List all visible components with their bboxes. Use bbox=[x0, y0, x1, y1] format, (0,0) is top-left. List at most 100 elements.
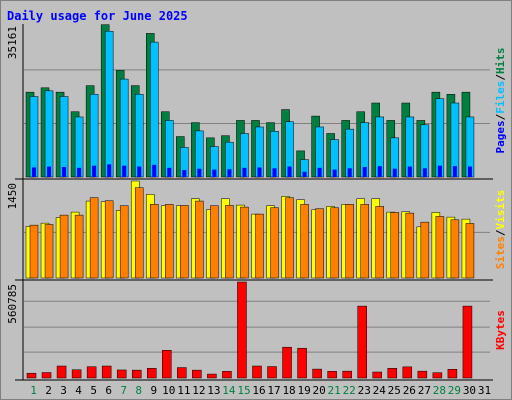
panel-visits-sites: 1450 Sites/Visits bbox=[6, 180, 507, 279]
bar-kbytes bbox=[417, 370, 428, 379]
x-tick-label: 12 bbox=[192, 384, 205, 397]
bar-pages bbox=[347, 168, 352, 177]
bar-pages bbox=[152, 164, 157, 177]
x-tick-label: 28 bbox=[433, 384, 446, 397]
y-max-label: 1450 bbox=[6, 183, 19, 210]
x-tick-label: 17 bbox=[267, 384, 280, 397]
bar-files bbox=[104, 30, 114, 178]
bar-kbytes bbox=[372, 371, 382, 379]
bar-sites bbox=[225, 205, 234, 279]
bar-files bbox=[150, 41, 159, 178]
bar-kbytes bbox=[312, 368, 322, 379]
panel-kbytes: 560785 KBytes bbox=[6, 281, 507, 379]
bar-pages bbox=[467, 166, 472, 177]
bar-sites bbox=[44, 224, 54, 279]
bar-kbytes bbox=[267, 366, 277, 379]
bar-pages bbox=[62, 166, 67, 177]
bar-sites bbox=[345, 204, 354, 279]
legend-slash: / bbox=[494, 229, 507, 236]
bar-kbytes bbox=[26, 372, 37, 379]
bar-pages bbox=[287, 166, 292, 177]
bar-pages bbox=[377, 166, 382, 177]
x-tick-label: 4 bbox=[75, 384, 82, 397]
x-tick-label: 30 bbox=[463, 384, 476, 397]
legend-kbytes: KBytes bbox=[494, 310, 507, 350]
bar-kbytes bbox=[297, 347, 307, 379]
bar-sites bbox=[300, 204, 309, 279]
x-tick-label: 19 bbox=[297, 384, 310, 397]
legend-files: Files bbox=[494, 81, 507, 114]
bar-files bbox=[450, 102, 460, 178]
bar-pages bbox=[212, 169, 217, 177]
bar-files bbox=[119, 78, 129, 178]
bar-kbytes bbox=[252, 365, 262, 379]
bar-files bbox=[435, 98, 445, 178]
bar-pages bbox=[122, 165, 127, 177]
legend-pages: Pages bbox=[494, 120, 507, 153]
bar-sites bbox=[180, 205, 189, 279]
bar-kbytes bbox=[342, 370, 352, 379]
bar-kbytes bbox=[56, 365, 67, 379]
x-tick-label: 22 bbox=[343, 384, 356, 397]
legend-slash: / bbox=[494, 74, 507, 81]
bar-pages bbox=[197, 168, 202, 177]
legend-slash: / bbox=[494, 113, 507, 120]
bar-sites bbox=[165, 204, 174, 279]
bar-sites bbox=[420, 221, 430, 279]
bar-kbytes bbox=[402, 366, 413, 379]
x-tick-label: 9 bbox=[150, 384, 157, 397]
y-max-label: 560785 bbox=[6, 284, 19, 324]
x-tick-label: 3 bbox=[60, 384, 67, 397]
bar-kbytes bbox=[357, 305, 367, 379]
bar-kbytes bbox=[192, 369, 202, 379]
bar-sites bbox=[240, 206, 249, 279]
x-tick-label: 6 bbox=[105, 384, 112, 397]
bar-sites bbox=[315, 208, 324, 279]
y-max-label: 35161 bbox=[6, 26, 19, 59]
bar-kbytes bbox=[41, 372, 52, 379]
bar-kbytes bbox=[147, 367, 157, 379]
bar-sites bbox=[104, 200, 114, 279]
bar-kbytes bbox=[462, 305, 473, 379]
bar-files bbox=[29, 96, 39, 178]
bar-files bbox=[134, 94, 144, 178]
bar-pages bbox=[362, 166, 367, 177]
bar-sites bbox=[119, 205, 129, 279]
bar-sites bbox=[375, 206, 384, 279]
bar-sites bbox=[285, 197, 294, 279]
side-legend-visits-sites: Sites/Visits bbox=[494, 190, 507, 270]
bar-pages bbox=[242, 167, 247, 177]
bar-kbytes bbox=[447, 369, 458, 379]
x-tick-label: 23 bbox=[358, 384, 371, 397]
chart-title: Daily usage for June 2025 bbox=[7, 9, 188, 23]
bar-kbytes bbox=[282, 346, 292, 379]
bar-kbytes bbox=[237, 281, 247, 379]
bar-pages bbox=[272, 168, 277, 177]
bar-sites bbox=[405, 212, 415, 279]
bar-pages bbox=[437, 165, 442, 177]
bar-kbytes bbox=[131, 369, 142, 379]
bar-pages bbox=[32, 167, 36, 177]
x-tick-label: 16 bbox=[252, 384, 265, 397]
x-tick-label: 11 bbox=[177, 384, 190, 397]
bar-pages bbox=[182, 170, 187, 177]
bar-pages bbox=[77, 167, 82, 177]
bar-files bbox=[59, 96, 69, 178]
bar-files bbox=[89, 94, 99, 178]
bar-kbytes bbox=[207, 373, 217, 379]
bar-pages bbox=[407, 166, 412, 177]
bar-sites bbox=[29, 224, 39, 279]
bar-kbytes bbox=[432, 372, 443, 379]
bar-kbytes bbox=[101, 365, 112, 379]
bar-pages bbox=[302, 171, 307, 177]
side-legend-kbytes: KBytes bbox=[494, 310, 507, 350]
bar-pages bbox=[47, 166, 52, 177]
x-tick-label: 27 bbox=[418, 384, 431, 397]
x-tick-label: 26 bbox=[403, 384, 416, 397]
bar-kbytes bbox=[116, 369, 127, 379]
x-tick-label: 7 bbox=[120, 384, 127, 397]
bar-sites bbox=[360, 204, 369, 279]
x-tick-label: 20 bbox=[313, 384, 326, 397]
bar-kbytes bbox=[162, 350, 172, 379]
